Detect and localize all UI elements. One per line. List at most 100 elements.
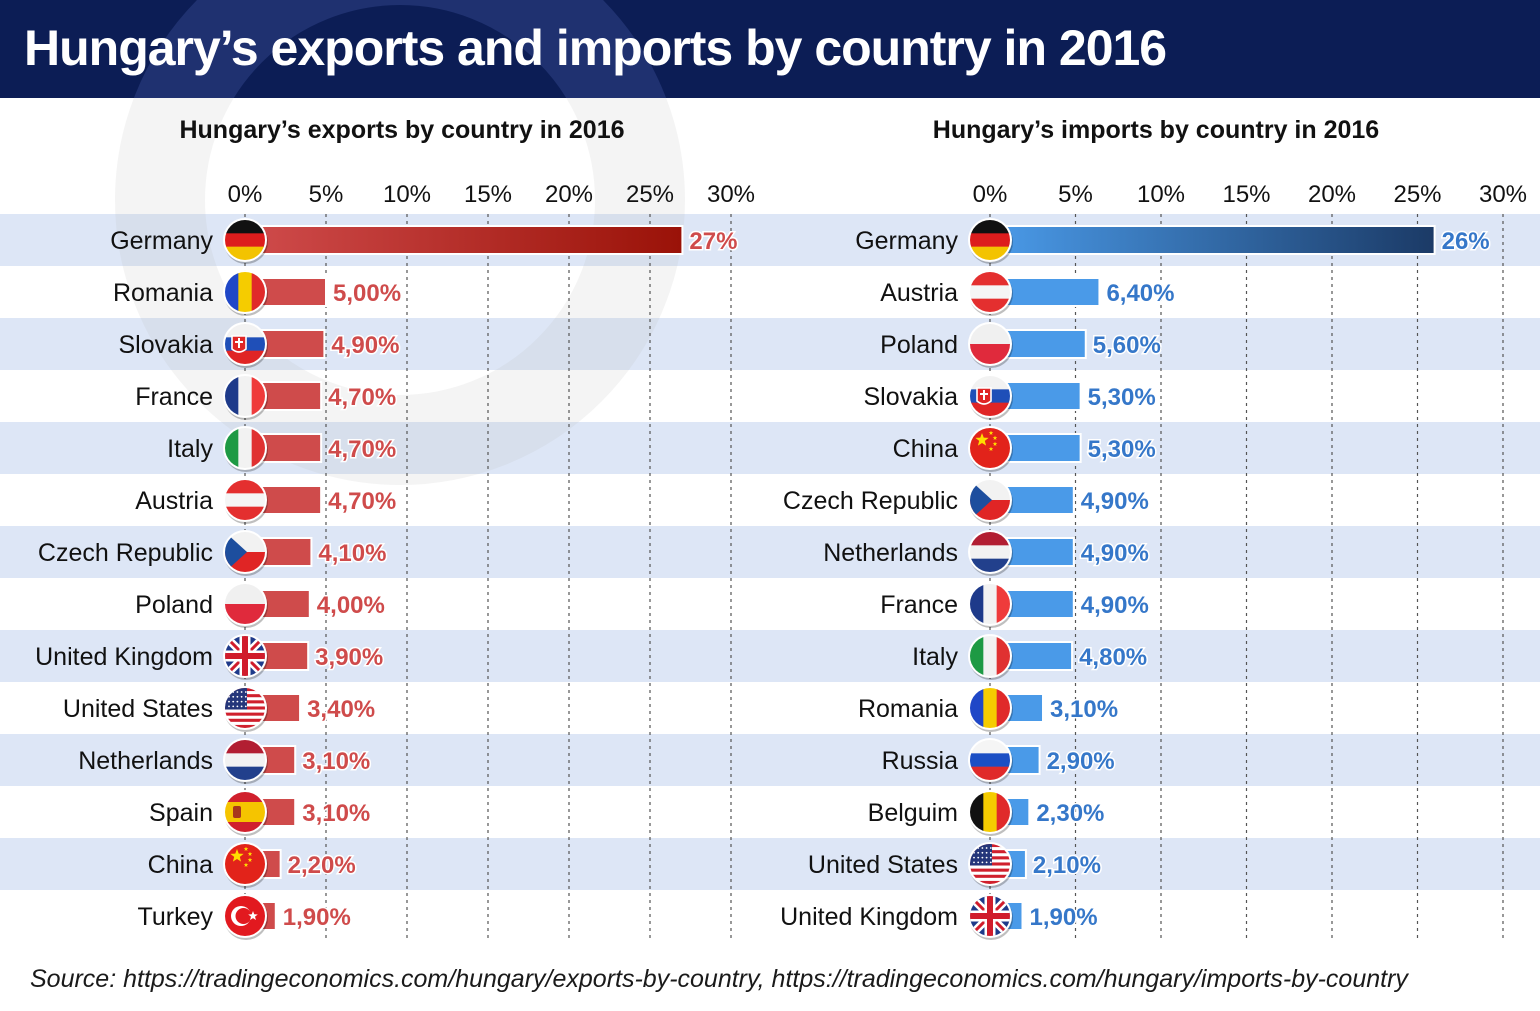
- netherlands-flag: [968, 530, 1013, 576]
- imports-value-label: 2,90%: [1047, 748, 1115, 775]
- imports-row: Russia 2,90%: [882, 738, 1116, 784]
- exports-row: France 4,70%: [135, 374, 398, 420]
- page-title: Hungary’s exports and imports by country…: [24, 20, 1167, 76]
- imports-category-label: United States: [808, 851, 958, 879]
- exports-value-label: 4,70%: [328, 436, 396, 463]
- exports-row: Spain 3,10%: [149, 790, 372, 836]
- imports-value-label: 3,10%: [1050, 696, 1118, 723]
- exports-category-label: France: [135, 383, 213, 411]
- spain-flag: [223, 790, 268, 836]
- charts-svg: Hungary’s exports by country in 2016 0% 5%…: [0, 0, 1540, 942]
- imports-row: Italy 4,80%: [912, 634, 1149, 680]
- imports-value-label: 5,60%: [1093, 332, 1161, 359]
- imports-category-label: Romania: [858, 695, 958, 723]
- exports-row: Czech Republic 4,10%: [38, 530, 388, 576]
- exports-category-label: Netherlands: [78, 747, 213, 775]
- imports-row: Netherlands 4,90%: [823, 530, 1150, 576]
- germany-flag: [223, 218, 268, 264]
- exports-x-tick-label: 20%: [545, 181, 593, 208]
- exports-value-label: 3,90%: [315, 644, 383, 671]
- exports-category-label: Romania: [113, 279, 213, 307]
- watermark-ring: [115, 0, 685, 485]
- imports-x-tick-label: 5%: [1058, 181, 1093, 208]
- exports-value-label: 3,40%: [307, 696, 375, 723]
- exports-x-tick-label: 25%: [626, 181, 674, 208]
- imports-row: France 4,90%: [880, 582, 1150, 628]
- title-banner-background: [0, 0, 1540, 98]
- exports-category-label: Austria: [135, 487, 213, 515]
- imports-category-label: Italy: [912, 643, 958, 671]
- exports-category-label: United States: [63, 695, 213, 723]
- exports-chart: Hungary’s exports by country in 2016 0% 5%…: [35, 116, 755, 942]
- exports-value-label: 3,10%: [302, 800, 370, 827]
- imports-category-label: Poland: [880, 331, 958, 359]
- china-flag: [223, 842, 268, 888]
- uk-flag: [223, 634, 268, 680]
- imports-row: Austria 6,40%: [880, 270, 1176, 316]
- netherlands-flag: [223, 738, 268, 784]
- exports-row: Austria 4,70%: [135, 478, 398, 524]
- uk-flag: [968, 894, 1013, 940]
- exports-category-label: Poland: [135, 591, 213, 619]
- imports-x-tick-label: 20%: [1308, 181, 1356, 208]
- exports-row: Turkey 1,90%: [138, 894, 352, 940]
- title-banner: Hungary’s exports and imports by country…: [0, 0, 1540, 98]
- imports-value-label: 6,40%: [1106, 280, 1174, 307]
- imports-x-tick-label: 0%: [973, 181, 1008, 208]
- imports-category-label: Russia: [882, 747, 959, 775]
- exports-row: Germany 27%: [110, 218, 739, 264]
- imports-value-label: 4,90%: [1081, 488, 1149, 515]
- exports-x-tick-label: 5%: [309, 181, 344, 208]
- imports-category-label: Austria: [880, 279, 958, 307]
- exports-row: Slovakia 4,90%: [119, 322, 401, 368]
- imports-x-tick-label: 30%: [1479, 181, 1527, 208]
- imports-value-label: 2,10%: [1033, 852, 1101, 879]
- imports-row: Slovakia 5,30%: [864, 374, 1157, 420]
- exports-category-label: China: [148, 851, 213, 879]
- belgium-flag: [968, 790, 1013, 836]
- exports-row: United States 3,40%: [63, 686, 377, 732]
- imports-bar: [993, 225, 1436, 255]
- exports-row: Netherlands 3,10%: [78, 738, 372, 784]
- imports-category-label: Germany: [855, 227, 958, 255]
- imports-x-tick-label: 10%: [1137, 181, 1185, 208]
- imports-chart: Hungary’s imports by country in 2016 0% 5%…: [780, 116, 1527, 942]
- imports-row: Belguim 2,30%: [868, 790, 1106, 836]
- imports-value-label: 26%: [1442, 228, 1490, 255]
- imports-value-label: 4,90%: [1081, 540, 1149, 567]
- imports-category-label: France: [880, 591, 958, 619]
- exports-category-label: Turkey: [138, 903, 214, 931]
- imports-value-label: 4,80%: [1079, 644, 1147, 671]
- exports-value-label: 27%: [689, 228, 737, 255]
- exports-x-tick-label: 15%: [464, 181, 512, 208]
- charts-area: Hungary’s exports by country in 2016 0% 5%…: [0, 0, 1540, 958]
- imports-category-label: China: [893, 435, 958, 463]
- exports-x-tick-label: 0%: [228, 181, 263, 208]
- exports-category-label: Germany: [110, 227, 213, 255]
- imports-value-label: 1,90%: [1029, 904, 1097, 931]
- exports-category-label: Spain: [149, 799, 213, 827]
- austria-flag: [968, 270, 1013, 316]
- exports-category-label: Italy: [167, 435, 213, 463]
- imports-row: Poland 5,60%: [880, 322, 1162, 368]
- imports-row: Germany 26%: [855, 218, 1491, 264]
- exports-value-label: 4,90%: [331, 332, 399, 359]
- exports-value-label: 4,70%: [328, 384, 396, 411]
- imports-value-label: 4,90%: [1081, 592, 1149, 619]
- source-note: Source: https://tradingeconomics.com/hun…: [30, 965, 1408, 993]
- imports-row: United Kingdom 1,90%: [780, 894, 1099, 940]
- exports-x-tick-label: 30%: [707, 181, 755, 208]
- turkey-flag: [223, 894, 268, 940]
- exports-row: United Kingdom 3,90%: [35, 634, 385, 680]
- exports-row: Italy 4,70%: [167, 426, 398, 472]
- china-flag: [968, 426, 1013, 472]
- poland-flag: [968, 322, 1013, 368]
- czech-flag: [223, 530, 268, 576]
- exports-x-tick-label: 10%: [383, 181, 431, 208]
- france-flag: [968, 582, 1013, 628]
- imports-row: Czech Republic 4,90%: [783, 478, 1150, 524]
- germany-flag: [968, 218, 1013, 264]
- imports-row: United States 2,10%: [808, 842, 1102, 888]
- exports-value-label: 4,10%: [318, 540, 386, 567]
- imports-category-label: Czech Republic: [783, 487, 958, 515]
